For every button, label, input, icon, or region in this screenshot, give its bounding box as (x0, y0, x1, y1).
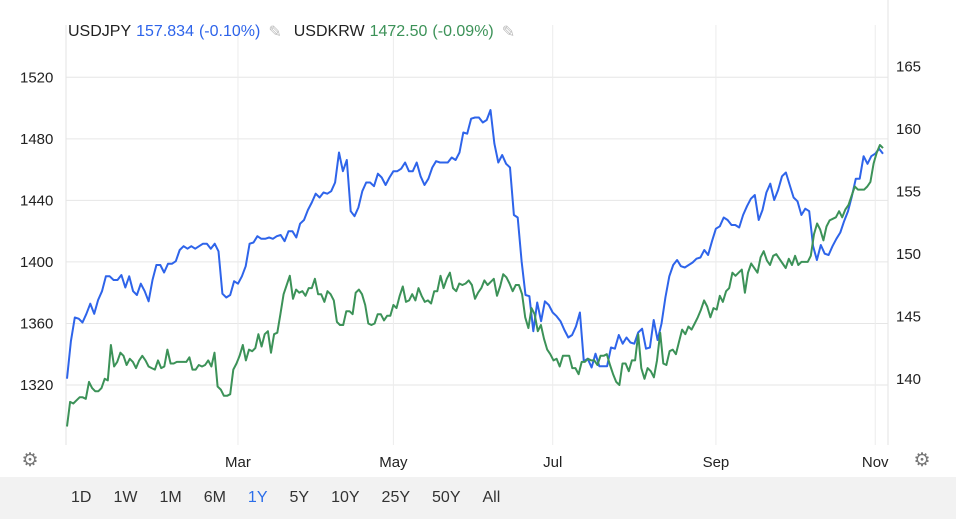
range-25y-button[interactable]: 25Y (381, 489, 411, 506)
right-tick-label: 165 (896, 58, 921, 75)
legend-usdkrw-change: (-0.09%) (432, 23, 494, 40)
right-tick-label: 140 (896, 371, 921, 388)
right-tick-label: 150 (896, 246, 921, 263)
legend: USDJPY 157.834 (-0.10%) ✎ USDKRW 1472.50… (68, 22, 527, 42)
x-tick-label: Nov (862, 454, 889, 471)
left-tick-label: 1360 (20, 315, 53, 332)
legend-usdjpy-symbol[interactable]: USDJPY (68, 23, 132, 40)
range-1y-button[interactable]: 1Y (247, 489, 268, 506)
range-1d-button[interactable]: 1D (71, 489, 92, 506)
x-tick-label: May (379, 454, 408, 471)
range-50y-button[interactable]: 50Y (432, 489, 461, 506)
x-tick-label: Mar (225, 454, 251, 471)
pencil-icon[interactable]: ✎ (268, 24, 282, 41)
legend-usdkrw-value: 1472.50 (369, 23, 428, 40)
x-tick-label: Jul (543, 454, 562, 471)
gear-icon[interactable]: ⚙ (913, 450, 931, 471)
gridlines (65, 0, 889, 445)
range-1m-button[interactable]: 1M (159, 489, 182, 506)
series-lines (66, 109, 884, 427)
left-tick-label: 1400 (20, 254, 53, 271)
range-6m-button[interactable]: 6M (203, 489, 226, 506)
gear-icon[interactable]: ⚙ (21, 450, 39, 471)
right-tick-label: 160 (896, 121, 921, 138)
right-tick-label: 145 (896, 308, 921, 325)
range-10y-button[interactable]: 10Y (331, 489, 360, 506)
x-tick-label: Sep (703, 454, 730, 471)
left-tick-label: 1320 (20, 377, 53, 394)
legend-usdjpy-change: (-0.10%) (198, 23, 261, 40)
range-all-button[interactable]: All (482, 489, 501, 506)
range-1w-button[interactable]: 1W (113, 489, 138, 506)
line-chart: 1320 1360 1400 1440 1480 1520 140 145 150 155 160 1… (20, 0, 921, 471)
range-selector: 1D 1W 1M 6M 1Y 5Y 10Y 25Y 50Y All (0, 477, 956, 519)
series-line-usdkrw (66, 144, 884, 427)
series-line-usdjpy (66, 109, 884, 379)
pencil-icon[interactable]: ✎ (501, 24, 516, 41)
left-tick-label: 1480 (20, 131, 53, 148)
range-5y-button[interactable]: 5Y (289, 489, 310, 506)
right-tick-label: 155 (896, 183, 921, 200)
left-tick-label: 1520 (20, 69, 53, 86)
legend-usdjpy-value: 157.834 (136, 23, 194, 40)
axis-ticks: 1320 1360 1400 1440 1480 1520 140 145 150 155 160 1… (20, 58, 921, 471)
legend-usdkrw-symbol[interactable]: USDKRW (293, 23, 365, 40)
left-tick-label: 1440 (20, 192, 53, 209)
